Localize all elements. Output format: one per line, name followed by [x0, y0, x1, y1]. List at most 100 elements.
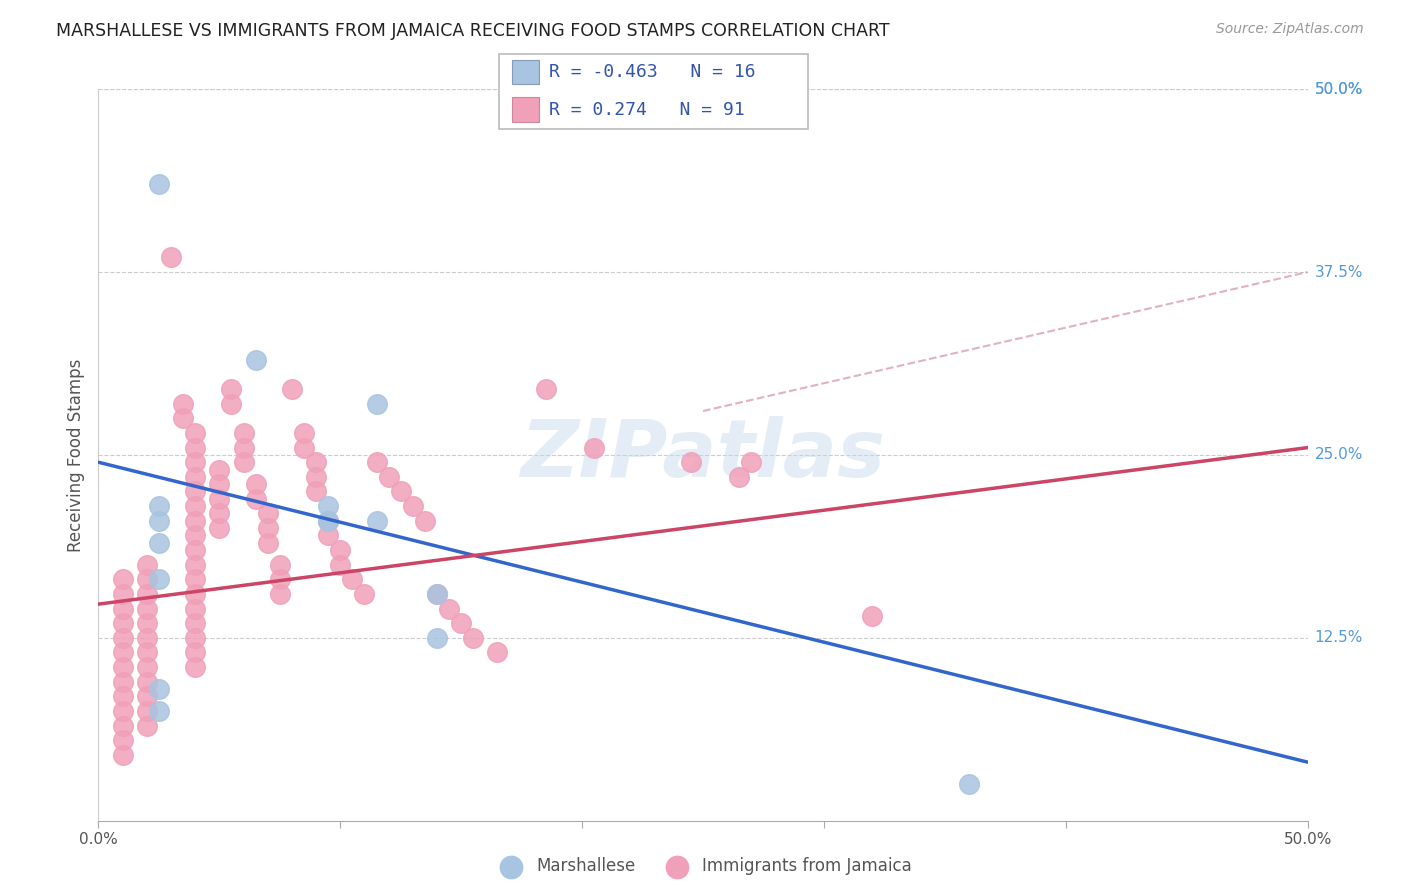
Point — [232, 441, 254, 455]
Point — [184, 572, 207, 586]
Text: MARSHALLESE VS IMMIGRANTS FROM JAMAICA RECEIVING FOOD STAMPS CORRELATION CHART: MARSHALLESE VS IMMIGRANTS FROM JAMAICA R… — [56, 22, 890, 40]
Point — [184, 631, 207, 645]
Point — [402, 499, 425, 513]
Point — [256, 535, 278, 549]
Point — [172, 397, 194, 411]
Point — [245, 491, 267, 506]
Text: 12.5%: 12.5% — [1315, 631, 1362, 645]
Text: 37.5%: 37.5% — [1315, 265, 1362, 279]
Point — [232, 455, 254, 469]
Point — [135, 558, 157, 572]
Point — [111, 616, 134, 631]
Point — [305, 470, 328, 484]
Point — [184, 514, 207, 528]
Point — [245, 352, 267, 367]
Point — [377, 470, 399, 484]
Point — [292, 441, 315, 455]
Point — [111, 645, 134, 659]
Point — [221, 382, 243, 396]
Point — [583, 441, 606, 455]
Point — [184, 425, 207, 440]
Point — [208, 462, 231, 476]
Point — [148, 572, 170, 586]
Point — [111, 674, 134, 689]
Point — [413, 514, 436, 528]
Point — [366, 455, 388, 469]
Point — [184, 616, 207, 631]
Point — [316, 514, 339, 528]
Point — [329, 558, 352, 572]
Point — [135, 690, 157, 704]
Point — [342, 572, 364, 586]
Point — [148, 535, 170, 549]
Point — [860, 608, 883, 623]
Point — [135, 572, 157, 586]
FancyBboxPatch shape — [512, 60, 540, 84]
Text: 50.0%: 50.0% — [1315, 82, 1362, 96]
Point — [111, 718, 134, 732]
Point — [160, 251, 183, 265]
Point — [281, 382, 304, 396]
Point — [208, 491, 231, 506]
Point — [184, 601, 207, 615]
Point — [208, 521, 231, 535]
Y-axis label: Receiving Food Stamps: Receiving Food Stamps — [66, 359, 84, 551]
Point — [148, 681, 170, 696]
Point — [450, 616, 472, 631]
Point — [740, 455, 762, 469]
Point — [184, 484, 207, 499]
Point — [329, 543, 352, 558]
Point — [184, 587, 207, 601]
Point — [184, 660, 207, 674]
Point — [135, 718, 157, 732]
Point — [316, 514, 339, 528]
Point — [111, 660, 134, 674]
Point — [256, 507, 278, 521]
Point — [184, 499, 207, 513]
Point — [111, 747, 134, 762]
Point — [389, 484, 412, 499]
Point — [135, 587, 157, 601]
Point — [463, 631, 485, 645]
Point — [728, 470, 751, 484]
Point — [486, 645, 509, 659]
Point — [148, 499, 170, 513]
Point — [135, 601, 157, 615]
Text: Source: ZipAtlas.com: Source: ZipAtlas.com — [1216, 22, 1364, 37]
Point — [111, 572, 134, 586]
Point — [245, 477, 267, 491]
Point — [256, 521, 278, 535]
Point — [426, 587, 449, 601]
Point — [269, 587, 291, 601]
Point — [135, 616, 157, 631]
Point — [426, 631, 449, 645]
Point — [111, 601, 134, 615]
Legend: Marshallese, Immigrants from Jamaica: Marshallese, Immigrants from Jamaica — [488, 850, 918, 882]
Point — [172, 411, 194, 425]
Point — [135, 660, 157, 674]
Point — [111, 733, 134, 747]
Point — [316, 514, 339, 528]
Point — [232, 425, 254, 440]
Point — [135, 645, 157, 659]
Point — [184, 528, 207, 542]
Point — [366, 514, 388, 528]
Point — [366, 397, 388, 411]
Point — [111, 631, 134, 645]
Text: 25.0%: 25.0% — [1315, 448, 1362, 462]
Text: 50.0%: 50.0% — [1315, 82, 1362, 96]
Text: R = 0.274   N = 91: R = 0.274 N = 91 — [548, 101, 744, 119]
Point — [292, 425, 315, 440]
Point — [269, 558, 291, 572]
Point — [111, 690, 134, 704]
Point — [184, 558, 207, 572]
Point — [316, 528, 339, 542]
Point — [135, 674, 157, 689]
Point — [221, 397, 243, 411]
Point — [135, 631, 157, 645]
Point — [305, 484, 328, 499]
Text: ZIPatlas: ZIPatlas — [520, 416, 886, 494]
Point — [184, 470, 207, 484]
Point — [184, 441, 207, 455]
Point — [135, 704, 157, 718]
